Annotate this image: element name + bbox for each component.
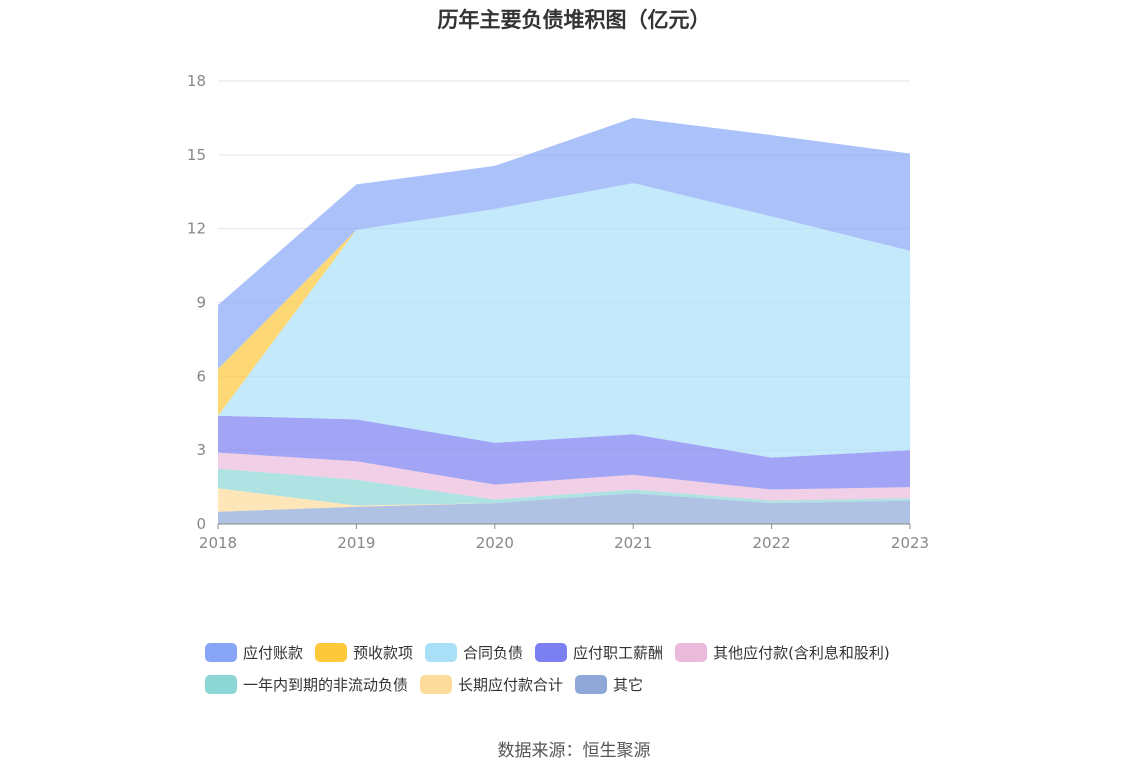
x-tick-label: 2022 — [753, 534, 791, 552]
legend-row: 一年内到期的非流动负债 长期应付款合计 其它 — [205, 668, 965, 700]
area-series-layer — [218, 117, 910, 524]
y-tick-label: 15 — [187, 146, 206, 164]
legend-label: 长期应付款合计 — [458, 675, 564, 694]
source-note: 数据来源：恒生聚源 — [497, 741, 651, 761]
y-tick-label: 9 — [196, 294, 206, 312]
legend-swatch — [315, 642, 348, 662]
legend: 应付账款 预收款项 合同负债 应付职工薪酬 其他应付款(含利息和股利) 一年内到期的非流… — [205, 636, 965, 700]
y-tick-label: 12 — [187, 220, 206, 238]
stacked-area-chart: 0 3 6 9 12 15 18 2018 2019 2020 2021 2022 2023 — [187, 72, 929, 552]
legend-label: 一年内到期的非流动负债 — [243, 675, 409, 694]
legend-swatch — [420, 674, 453, 694]
x-tick-label: 2019 — [337, 534, 375, 552]
x-tick-label: 2018 — [199, 534, 237, 552]
legend-swatch — [205, 674, 237, 694]
legend-item[interactable]: 其他应付款(含利息和股利) — [675, 642, 890, 663]
y-tick-label: 6 — [196, 367, 206, 385]
area-series — [218, 488, 910, 512]
legend-swatch — [205, 642, 237, 662]
legend-item[interactable]: 预收款项 — [315, 642, 413, 663]
x-tick-label: 2021 — [614, 534, 652, 552]
legend-swatch — [535, 642, 568, 662]
legend-swatch — [425, 642, 458, 662]
area-series — [218, 117, 910, 369]
legend-swatch — [575, 674, 608, 694]
x-tick-label: 2020 — [476, 534, 514, 552]
y-tick-label: 18 — [187, 72, 206, 90]
legend-item[interactable]: 其它 — [575, 674, 643, 695]
area-series — [218, 452, 910, 501]
area-series — [218, 468, 910, 506]
x-tick-label: 2023 — [891, 534, 929, 552]
legend-item[interactable]: 合同负债 — [425, 642, 523, 663]
area-series — [218, 183, 910, 458]
legend-item[interactable]: 应付账款 — [205, 642, 303, 663]
y-tick-label: 0 — [196, 515, 206, 533]
legend-swatch — [675, 642, 708, 662]
legend-label: 其他应付款(含利息和股利) — [713, 643, 890, 662]
legend-label: 应付职工薪酬 — [573, 643, 664, 662]
legend-label: 预收款项 — [353, 643, 414, 662]
legend-label: 合同负债 — [463, 643, 524, 662]
legend-item[interactable]: 长期应付款合计 — [420, 674, 563, 695]
legend-label: 应付账款 — [243, 643, 304, 662]
axes: 0 3 6 9 12 15 18 2018 2019 2020 2021 2022 2023 — [187, 72, 929, 552]
legend-item[interactable]: 应付职工薪酬 — [535, 642, 663, 663]
legend-item[interactable]: 一年内到期的非流动负债 — [205, 674, 408, 695]
area-series — [218, 415, 910, 490]
area-series — [218, 493, 910, 524]
legend-label: 其它 — [613, 675, 644, 694]
y-tick-label: 3 — [196, 441, 206, 459]
legend-row: 应付账款 预收款项 合同负债 应付职工薪酬 其他应付款(含利息和股利) — [205, 636, 965, 668]
chart-title: 历年主要负债堆积图（亿元） — [437, 8, 711, 32]
